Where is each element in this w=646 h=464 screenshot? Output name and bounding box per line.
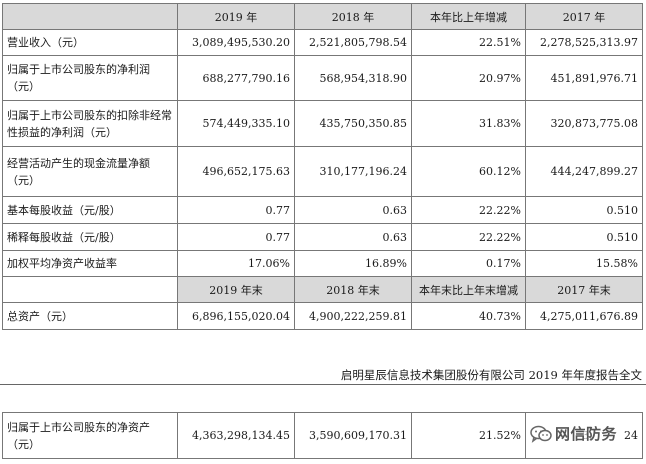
cell-value: 574,449,335.10 bbox=[177, 100, 295, 147]
cell-value: 2,521,805,798.54 bbox=[294, 29, 412, 56]
cell-value: 4,275,011,676.89 bbox=[525, 302, 643, 330]
cell-value: 310,177,196.24 bbox=[294, 146, 412, 197]
cell-value: 568,954,318.90 bbox=[294, 55, 412, 101]
cell-value: 20.97% bbox=[411, 55, 526, 101]
table-row: 加权平均净资产收益率 17.06% 16.89% 0.17% 15.58% bbox=[2, 250, 643, 277]
cell-value: 0.63 bbox=[294, 196, 412, 224]
cell-value: 444,247,899.27 bbox=[525, 146, 643, 197]
cell-value: 22.51% bbox=[411, 29, 526, 56]
cell-value: 0.510 bbox=[525, 223, 643, 251]
cell-value: 31.83% bbox=[411, 100, 526, 147]
table-row: 归属于上市公司股东的扣除非经常性损益的净利润（元） 574,449,335.10… bbox=[2, 100, 643, 147]
watermark: 网信防务 bbox=[527, 423, 621, 444]
cell-value: 40.73% bbox=[411, 302, 526, 330]
cell-value-tail: 24 bbox=[624, 429, 638, 442]
row-label-net-profit: 归属于上市公司股东的净利润（元） bbox=[2, 55, 178, 101]
header-cell-2019: 2019 年 bbox=[177, 3, 295, 30]
header-cell-blank bbox=[2, 276, 178, 303]
watermark-text: 网信防务 bbox=[555, 425, 618, 443]
cell-value: 17.06% bbox=[177, 250, 295, 277]
cell-value: 0.63 bbox=[294, 223, 412, 251]
header-cell-2018: 2018 年 bbox=[294, 3, 412, 30]
cell-value: 4,363,298,134.45 bbox=[177, 412, 295, 459]
header-cell-2018-end: 2018 年末 bbox=[294, 276, 412, 303]
page-rule bbox=[0, 384, 646, 385]
cell-value: 0.77 bbox=[177, 196, 295, 224]
table-row: 基本每股收益（元/股） 0.77 0.63 22.22% 0.510 bbox=[2, 196, 643, 224]
cell-value: 21.52% bbox=[411, 412, 526, 459]
table-row: 经营活动产生的现金流量净额（元） 496,652,175.63 310,177,… bbox=[2, 146, 643, 197]
table-row: 营业收入（元） 3,089,495,530.20 2,521,805,798.5… bbox=[2, 29, 643, 56]
cell-value: 3,089,495,530.20 bbox=[177, 29, 295, 56]
header-cell-2017-end: 2017 年末 bbox=[525, 276, 643, 303]
header-cell-2017: 2017 年 bbox=[525, 3, 643, 30]
row-label-roe: 加权平均净资产收益率 bbox=[2, 250, 178, 277]
cell-value: 0.510 bbox=[525, 196, 643, 224]
header-cell-change-end: 本年末比上年末增减 bbox=[411, 276, 526, 303]
cell-value: 15.58% bbox=[525, 250, 643, 277]
cell-value: 3,590,609,170.31 bbox=[294, 412, 412, 459]
header-cell-blank bbox=[2, 3, 178, 30]
report-caption: 启明星辰信息技术集团股份有限公司 2019 年年度报告全文 bbox=[340, 368, 642, 382]
wechat-icon bbox=[530, 425, 552, 443]
cell-value: 6,896,155,020.04 bbox=[177, 302, 295, 330]
cell-value: 22.22% bbox=[411, 223, 526, 251]
financial-table-continued: 归属于上市公司股东的净资产（元） 4,363,298,134.45 3,590,… bbox=[2, 412, 643, 459]
header-cell-2019-end: 2019 年末 bbox=[177, 276, 295, 303]
financial-table: 2019 年 2018 年 本年比上年增减 2017 年 营业收入（元） 3,0… bbox=[2, 3, 643, 330]
cell-value: 0.77 bbox=[177, 223, 295, 251]
row-label-total-assets: 总资产（元） bbox=[2, 302, 178, 330]
row-label-basic-eps: 基本每股收益（元/股） bbox=[2, 196, 178, 224]
cell-value: 496,652,175.63 bbox=[177, 146, 295, 197]
cell-value: 0.17% bbox=[411, 250, 526, 277]
cell-value: 16.89% bbox=[294, 250, 412, 277]
table-row: 稀释每股收益（元/股） 0.77 0.63 22.22% 0.510 bbox=[2, 223, 643, 251]
row-label-revenue: 营业收入（元） bbox=[2, 29, 178, 56]
table-row: 归属于上市公司股东的净利润（元） 688,277,790.16 568,954,… bbox=[2, 55, 643, 101]
row-label-diluted-eps: 稀释每股收益（元/股） bbox=[2, 223, 178, 251]
cell-value: 435,750,350.85 bbox=[294, 100, 412, 147]
table-row: 总资产（元） 6,896,155,020.04 4,900,222,259.81… bbox=[2, 302, 643, 330]
table-row: 归属于上市公司股东的净资产（元） 4,363,298,134.45 3,590,… bbox=[2, 412, 643, 459]
cell-value: 688,277,790.16 bbox=[177, 55, 295, 101]
cell-value: 22.22% bbox=[411, 196, 526, 224]
cell-value: 2,278,525,313.97 bbox=[525, 29, 643, 56]
cell-value: 60.12% bbox=[411, 146, 526, 197]
cell-value: 451,891,976.71 bbox=[525, 55, 643, 101]
header-cell-change: 本年比上年增减 bbox=[411, 3, 526, 30]
cell-value: 320,873,775.08 bbox=[525, 100, 643, 147]
row-label-net-assets: 归属于上市公司股东的净资产（元） bbox=[2, 412, 178, 459]
row-label-net-profit-deducted: 归属于上市公司股东的扣除非经常性损益的净利润（元） bbox=[2, 100, 178, 147]
row-label-operating-cash-flow: 经营活动产生的现金流量净额（元） bbox=[2, 146, 178, 197]
cell-value: 4,900,222,259.81 bbox=[294, 302, 412, 330]
header-row: 2019 年 2018 年 本年比上年增减 2017 年 bbox=[2, 3, 643, 30]
header-row-year-end: 2019 年末 2018 年末 本年末比上年末增减 2017 年末 bbox=[2, 276, 643, 303]
